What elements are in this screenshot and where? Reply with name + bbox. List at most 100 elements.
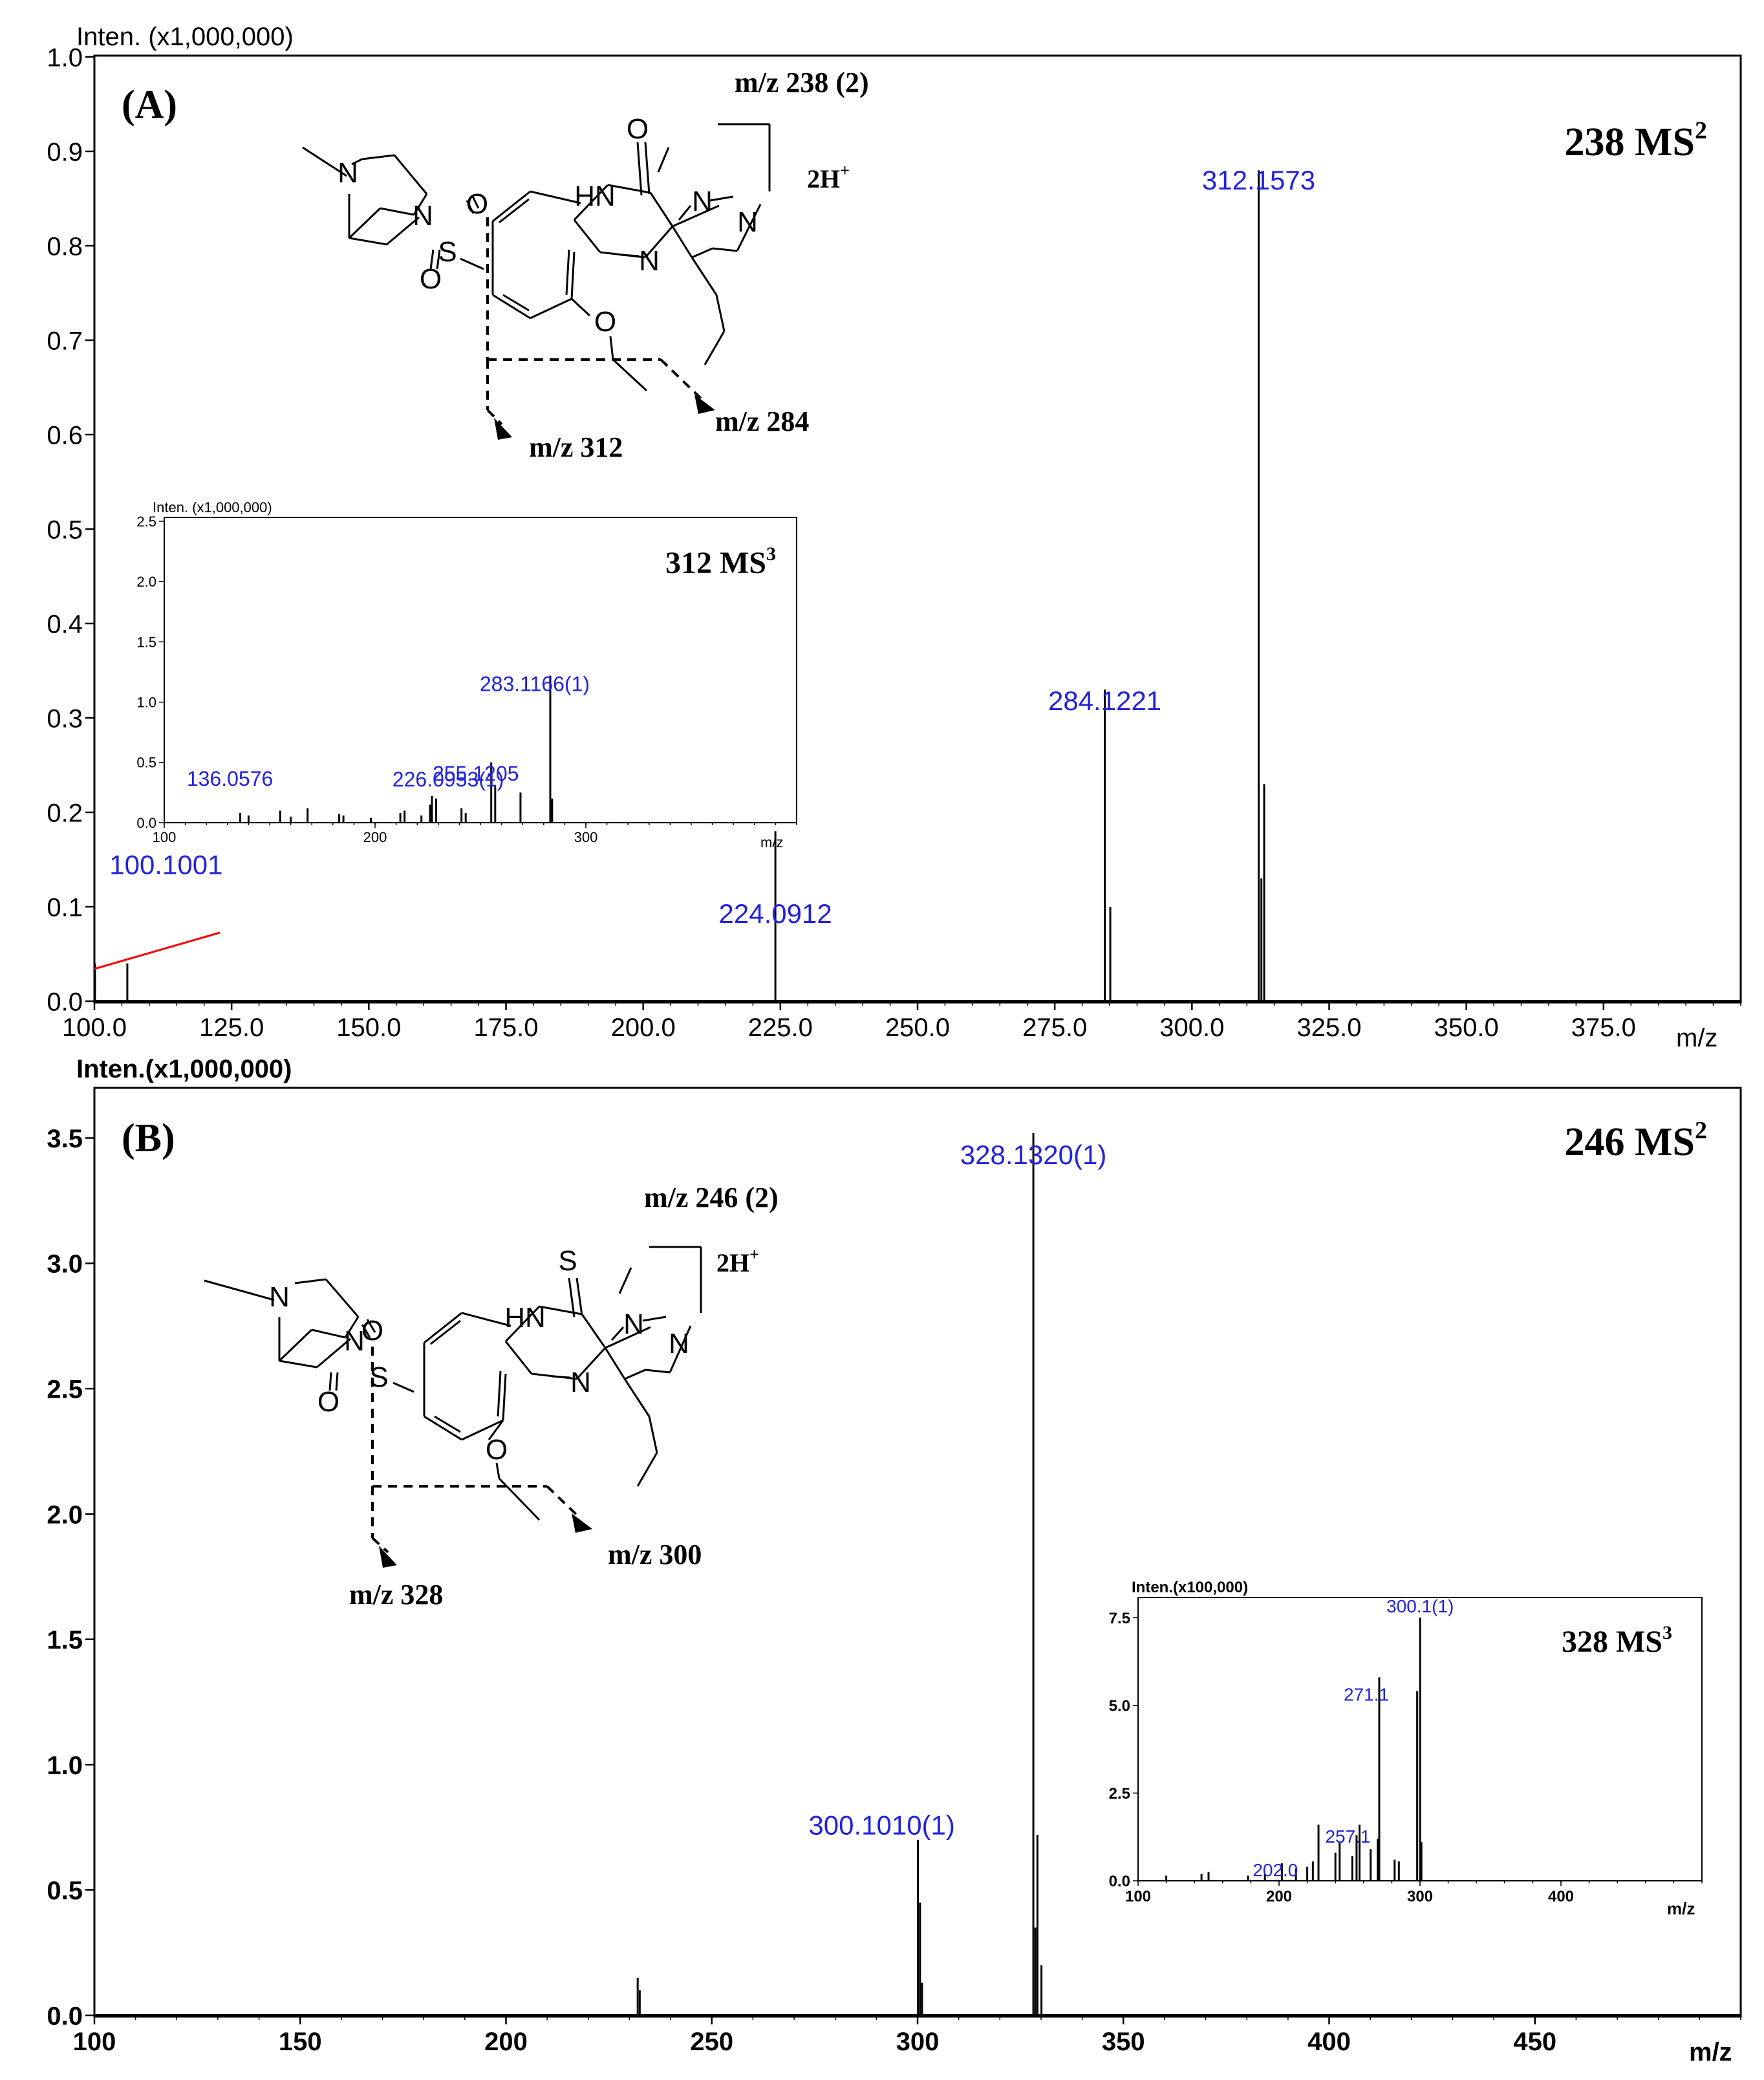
panel-a-peak-label: 100.1001 [109,850,222,880]
panel-a-x-tick-label: 175.0 [473,1013,538,1042]
inset-b-peak-label: 300.1(1) [1386,1596,1454,1616]
panel-a-x-tick-label: 350.0 [1434,1013,1499,1042]
panel-b-precursor-label: m/z 246 (2) [644,1182,779,1213]
inset-b-y-tick-label: 5.0 [1109,1697,1130,1715]
panel-a-x-tick-label: 225.0 [748,1013,813,1042]
atom-label: O [627,113,649,145]
panel-a-x-tick-label: 325.0 [1296,1013,1361,1042]
panel-b-fragmentation-arrows [371,1347,582,1554]
panel-a-y-tick-label: 0.1 [47,893,83,922]
inset-a-xlabel: m/z [760,834,783,850]
atom-label: O [361,1315,383,1347]
panel-b-y-tick-label: 3.0 [47,1250,83,1279]
panel-a-label: (A) [122,83,177,127]
inset-b-x-tick-label: 400 [1548,1888,1574,1905]
atom-label: N [623,1308,644,1340]
panel-b-peak-label: 328.1320(1) [960,1140,1107,1170]
panel-b-x-tick-label: 350 [1102,2028,1145,2056]
panel-a-peaks [94,170,1741,1002]
panel-a-charge-label: 2H+ [807,161,850,193]
panel-b-peak-labels: 328.1320(1) 300.1010(1) [808,1140,1106,1841]
panel-b-y-tick-label: 0.0 [47,2002,83,2030]
inset-a-x-tick-label: 100 [153,829,177,845]
panel-b-x-tick-label: 450 [1513,2028,1556,2056]
arrow-head-icon [379,1546,397,1568]
atom-label: N [344,1325,365,1357]
inset-b-title: 328 MS3 [1562,1622,1672,1659]
inset-a-y-tick-label: 2.5 [136,514,156,530]
panel-a-x-tick-label: 275.0 [1022,1013,1087,1042]
panel-b-x-tick-label: 150 [279,2028,322,2056]
panel-b-spectrum: Inten.(x1,000,000) 0.0 0.5 1.0 1.5 2.0 2.5 3.0… [47,1055,1742,2066]
panel-b-x-tick-label: 300 [896,2028,940,2056]
panel-a-y-tick-label: 1.0 [47,43,83,72]
panel-a-y-tick-label: 0.7 [47,327,83,355]
atom-label: O [486,1434,508,1466]
atom-label: O [466,188,488,220]
panel-a-x-tick-label: 150.0 [336,1013,401,1042]
panel-b-y-tick-label: 0.5 [47,1877,83,1905]
panel-a-x-tick-label: 250.0 [885,1013,950,1042]
inset-b-peak-label: 257.1 [1325,1826,1370,1847]
atom-label: N [639,245,660,277]
inset-a-title: 312 MS3 [665,543,776,580]
inset-a-y-tick-label: 1.0 [136,695,156,711]
inset-b-ylabel: Inten.(x100,000) [1132,1579,1248,1596]
inset-a-peaks [164,675,797,823]
inset-b-y-tick-label: 0.0 [1109,1873,1130,1890]
atom-label: HN [504,1302,546,1334]
inset-a-ylabel: Inten. (x1,000,000) [153,499,272,515]
panel-a-peak-labels: 312.1573 284.1221 224.0912 100.1001 [109,165,1315,929]
panel-b-label: (B) [122,1116,175,1160]
panel-a-peak-label: 224.0912 [719,898,832,929]
inset-b-y-tick-label: 2.5 [1109,1785,1130,1803]
panel-b-y-tick-label: 2.5 [47,1375,83,1403]
panel-b-x-tick-label: 100 [73,2028,116,2056]
inset-a-peak-label: 255.1205 [433,762,519,785]
arrow-head-icon [694,395,715,414]
inset-a-spectrum: Inten. (x1,000,000) 0.0 0.5 1.0 1.5 2.0 2.5 1… [136,499,798,850]
panel-a-y-tick-label: 0.8 [47,232,83,261]
panel-b-y-ticks: 0.0 0.5 1.0 1.5 2.0 2.5 3.0 3.5 [47,1125,94,2030]
panel-a-x-tick-label: 125.0 [199,1013,264,1042]
inset-b-x-tick-label: 200 [1266,1888,1292,1905]
inset-a-peak-label: 226.0953(1) [393,768,504,791]
inset-b-x-ticks: 100 200 300 400 [1125,1881,1703,1905]
panel-a-y-tick-label: 0.4 [47,610,83,638]
panel-b-x-tick-label: 400 [1307,2028,1351,2056]
inset-b-peak-label: 271.1 [1344,1684,1389,1704]
panel-a-x-tick-label: 300.0 [1159,1013,1224,1042]
atom-label: N [669,1328,689,1360]
panel-a-peak-label: 284.1221 [1048,686,1161,716]
panel-a-x-ticks: 100.0 125.0 150.0 175.0 200.0 225.0 250.0 275.0… [62,1001,1741,1042]
panel-a-molecule-structure [302,123,771,392]
panel-a-y-ticks: 0.0 0.1 0.2 0.3 0.4 0.5 0.6 0.7 0.8 0.9 1.0 [47,43,94,1016]
panel-b-molecule-structure [204,1246,702,1521]
inset-b-y-tick-label: 7.5 [1109,1610,1130,1627]
atom-label: O [317,1386,339,1418]
panel-b-fragment-label: m/z 300 [608,1539,702,1570]
atom-label: N [338,157,358,189]
panel-b-x-tick-label: 200 [484,2028,528,2056]
panel-a-title: 238 MS2 [1565,117,1708,164]
inset-a-y-tick-label: 2.0 [136,574,156,590]
panel-b-structure-atoms: S N N N HN N N S O O O [269,1245,689,1466]
inset-b-spectrum: Inten.(x100,000) 0.0 2.5 5.0 7.5 100 200 300 4… [1102,1579,1705,1934]
panel-b-y-tick-label: 1.0 [47,1751,83,1780]
panel-b-x-tick-label: 250 [690,2028,733,2056]
inset-b-peak-labels: 300.1(1) 271.1 257.1 202.0 [1253,1596,1454,1880]
panel-a-precursor-label: m/z 238 (2) [735,67,869,98]
panel-b-y-tick-label: 1.5 [47,1626,83,1654]
atom-label: N [692,186,713,217]
panel-b-peak-label: 300.1010(1) [808,1810,955,1841]
atom-label: N [413,200,433,232]
panel-a-xlabel: m/z [1676,1024,1717,1052]
panel-a-y-tick-label: 0.2 [47,799,83,827]
inset-a-y-ticks: 0.0 0.5 1.0 1.5 2.0 2.5 [136,514,164,831]
panel-b-title: 246 MS2 [1565,1117,1708,1164]
panel-a-y-tick-label: 0.5 [47,515,83,544]
atom-label: HN [574,180,616,212]
arrow-head-icon [572,1513,592,1533]
panel-b-peaks [94,1132,1741,2017]
